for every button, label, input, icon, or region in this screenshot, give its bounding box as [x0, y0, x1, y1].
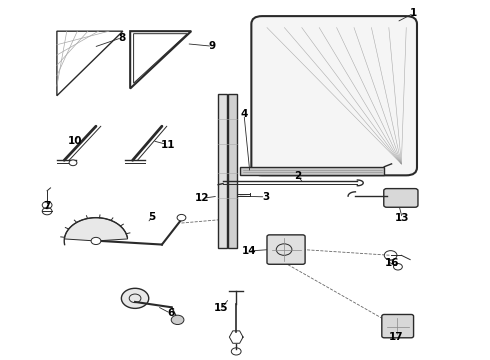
Text: 1: 1 [410, 8, 417, 18]
Circle shape [122, 288, 149, 309]
Text: 3: 3 [262, 192, 269, 202]
Text: 8: 8 [118, 33, 125, 42]
Text: 14: 14 [242, 246, 256, 256]
Text: 13: 13 [395, 213, 410, 223]
FancyBboxPatch shape [251, 16, 417, 175]
FancyBboxPatch shape [267, 235, 305, 264]
Text: 11: 11 [161, 140, 175, 150]
Text: 9: 9 [209, 41, 216, 51]
Text: 7: 7 [44, 201, 51, 211]
Text: 5: 5 [148, 212, 156, 222]
Text: 15: 15 [214, 303, 229, 313]
Text: 12: 12 [195, 193, 210, 203]
Circle shape [171, 315, 184, 324]
Circle shape [69, 160, 77, 166]
Bar [218, 94, 227, 248]
FancyBboxPatch shape [382, 315, 414, 338]
Text: 2: 2 [294, 171, 301, 181]
Text: 10: 10 [68, 136, 82, 146]
Text: 16: 16 [385, 258, 400, 268]
Bar [240, 167, 384, 175]
Bar [228, 94, 237, 248]
Text: 4: 4 [240, 109, 248, 120]
Circle shape [91, 237, 101, 244]
Circle shape [177, 215, 186, 221]
Text: 6: 6 [167, 309, 174, 318]
Text: 17: 17 [389, 332, 404, 342]
Wedge shape [64, 218, 127, 241]
FancyBboxPatch shape [384, 189, 418, 207]
